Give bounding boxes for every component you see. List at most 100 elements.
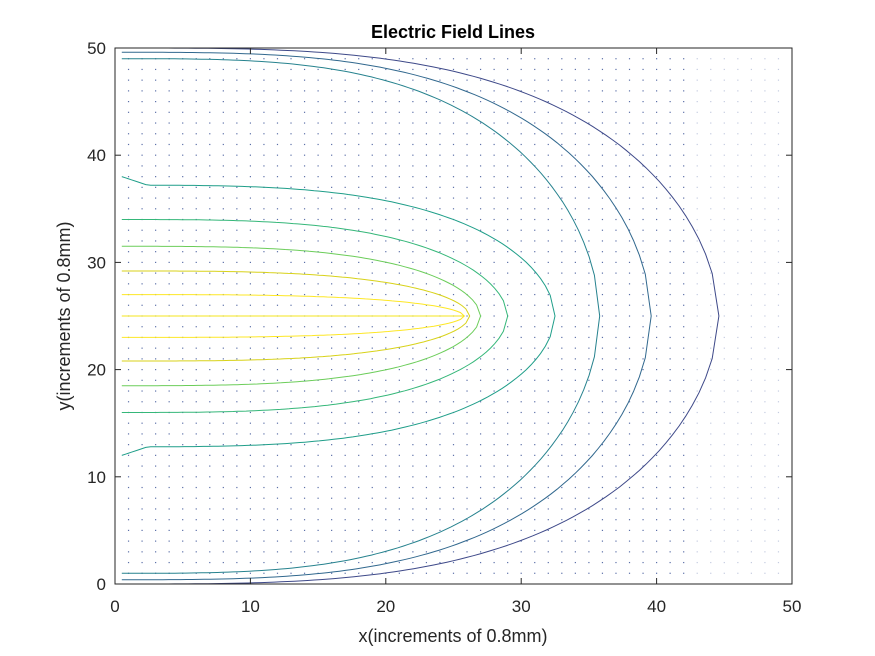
quiver-arrow	[358, 529, 360, 531]
quiver-arrow	[195, 326, 197, 328]
quiver-arrow	[777, 551, 780, 553]
quiver-arrow	[615, 561, 617, 564]
quiver-arrow	[656, 176, 658, 178]
chart-title: Electric Field Lines	[371, 22, 535, 42]
quiver-arrow	[168, 465, 170, 467]
quiver-arrow	[344, 304, 346, 306]
quiver-arrow	[290, 454, 292, 456]
quiver-arrow	[750, 176, 752, 178]
quiver-arrow	[547, 218, 549, 221]
plot-box	[114, 47, 793, 585]
quiver-arrow	[547, 111, 549, 113]
quiver-arrow	[303, 79, 306, 81]
quiver-arrow	[412, 422, 414, 424]
quiver-arrow	[222, 401, 224, 403]
quiver-arrow	[493, 390, 495, 392]
quiver-arrow	[777, 561, 780, 564]
quiver-arrow	[412, 176, 414, 178]
quiver-arrow	[385, 283, 387, 285]
quiver-arrow	[534, 369, 536, 371]
quiver-arrow	[263, 293, 265, 296]
quiver-arrow	[574, 283, 576, 285]
quiver-arrow	[683, 519, 685, 521]
quiver-arrow	[127, 540, 130, 542]
quiver-arrow	[710, 133, 712, 135]
quiver-arrow	[520, 347, 522, 349]
quiver-arrow	[642, 433, 644, 435]
quiver-arrow	[777, 293, 780, 296]
quiver-arrow	[683, 218, 685, 221]
quiver-arrow	[398, 401, 400, 403]
quiver-arrow	[317, 465, 319, 467]
quiver-arrow	[222, 197, 224, 199]
quiver-arrow	[263, 508, 265, 510]
quiver-arrow	[656, 411, 658, 414]
quiver-arrow	[412, 476, 414, 478]
quiver-arrow	[412, 218, 414, 221]
quiver-arrow	[656, 143, 658, 146]
quiver-arrow	[507, 401, 509, 403]
quiver-arrow	[317, 133, 319, 135]
quiver-arrow	[209, 529, 211, 531]
quiver-arrow	[398, 497, 400, 499]
quiver-arrow	[737, 561, 739, 564]
quiver-arrow	[466, 111, 468, 113]
quiver-arrow	[737, 272, 739, 274]
quiver-arrow	[168, 444, 170, 446]
quiver-arrow	[588, 315, 590, 317]
quiver-arrow	[155, 68, 157, 71]
quiver-arrow	[574, 229, 576, 231]
quiver-arrow	[561, 379, 563, 381]
quiver-arrow	[723, 519, 725, 521]
quiver-arrow	[534, 143, 536, 146]
quiver-arrow	[331, 390, 333, 392]
quiver-arrow	[547, 508, 549, 510]
quiver-arrow	[601, 465, 604, 467]
quiver-arrow	[425, 540, 428, 542]
quiver-arrow	[723, 304, 725, 306]
quiver-arrow	[168, 111, 170, 113]
quiver-arrow	[710, 486, 712, 489]
quiver-arrow	[520, 283, 522, 285]
quiver-arrow	[182, 304, 184, 306]
quiver-arrow	[601, 261, 604, 263]
quiver-arrow	[331, 433, 333, 435]
quiver-arrow	[182, 508, 184, 510]
quiver-arrow	[466, 519, 468, 521]
quiver-arrow	[371, 572, 373, 574]
quiver-arrow	[439, 143, 441, 146]
contour-line-level-5	[121, 176, 556, 456]
quiver-arrow	[209, 422, 211, 424]
quiver-arrow	[615, 154, 617, 156]
quiver-arrow	[331, 240, 333, 242]
quiver-arrow	[750, 68, 752, 71]
quiver-arrow	[358, 347, 360, 349]
quiver-arrow	[249, 390, 251, 392]
quiver-arrow	[669, 229, 671, 231]
quiver-arrow	[669, 101, 671, 103]
quiver-arrow	[669, 422, 671, 424]
quiver-arrow	[737, 261, 739, 263]
quiver-arrow	[669, 293, 671, 296]
quiver-arrow	[642, 154, 644, 156]
quiver-arrow	[398, 133, 400, 135]
quiver-arrow	[344, 251, 346, 253]
quiver-arrow	[168, 476, 170, 478]
quiver-arrow	[195, 304, 197, 306]
quiver-arrow	[547, 433, 549, 435]
quiver-arrow	[507, 58, 509, 60]
quiver-arrow	[398, 165, 400, 167]
quiver-arrow	[155, 79, 157, 81]
quiver-arrow	[696, 561, 698, 564]
quiver-arrow	[439, 454, 441, 456]
quiver-arrow	[127, 283, 130, 285]
quiver-arrow	[479, 508, 482, 510]
quiver-arrow	[141, 486, 143, 489]
quiver-arrow	[479, 540, 482, 542]
quiver-arrow	[656, 336, 658, 339]
quiver-arrow	[683, 379, 685, 381]
quiver-arrow	[155, 261, 157, 263]
quiver-arrow	[439, 561, 441, 564]
quiver-arrow	[534, 208, 536, 210]
quiver-arrow	[236, 486, 238, 489]
